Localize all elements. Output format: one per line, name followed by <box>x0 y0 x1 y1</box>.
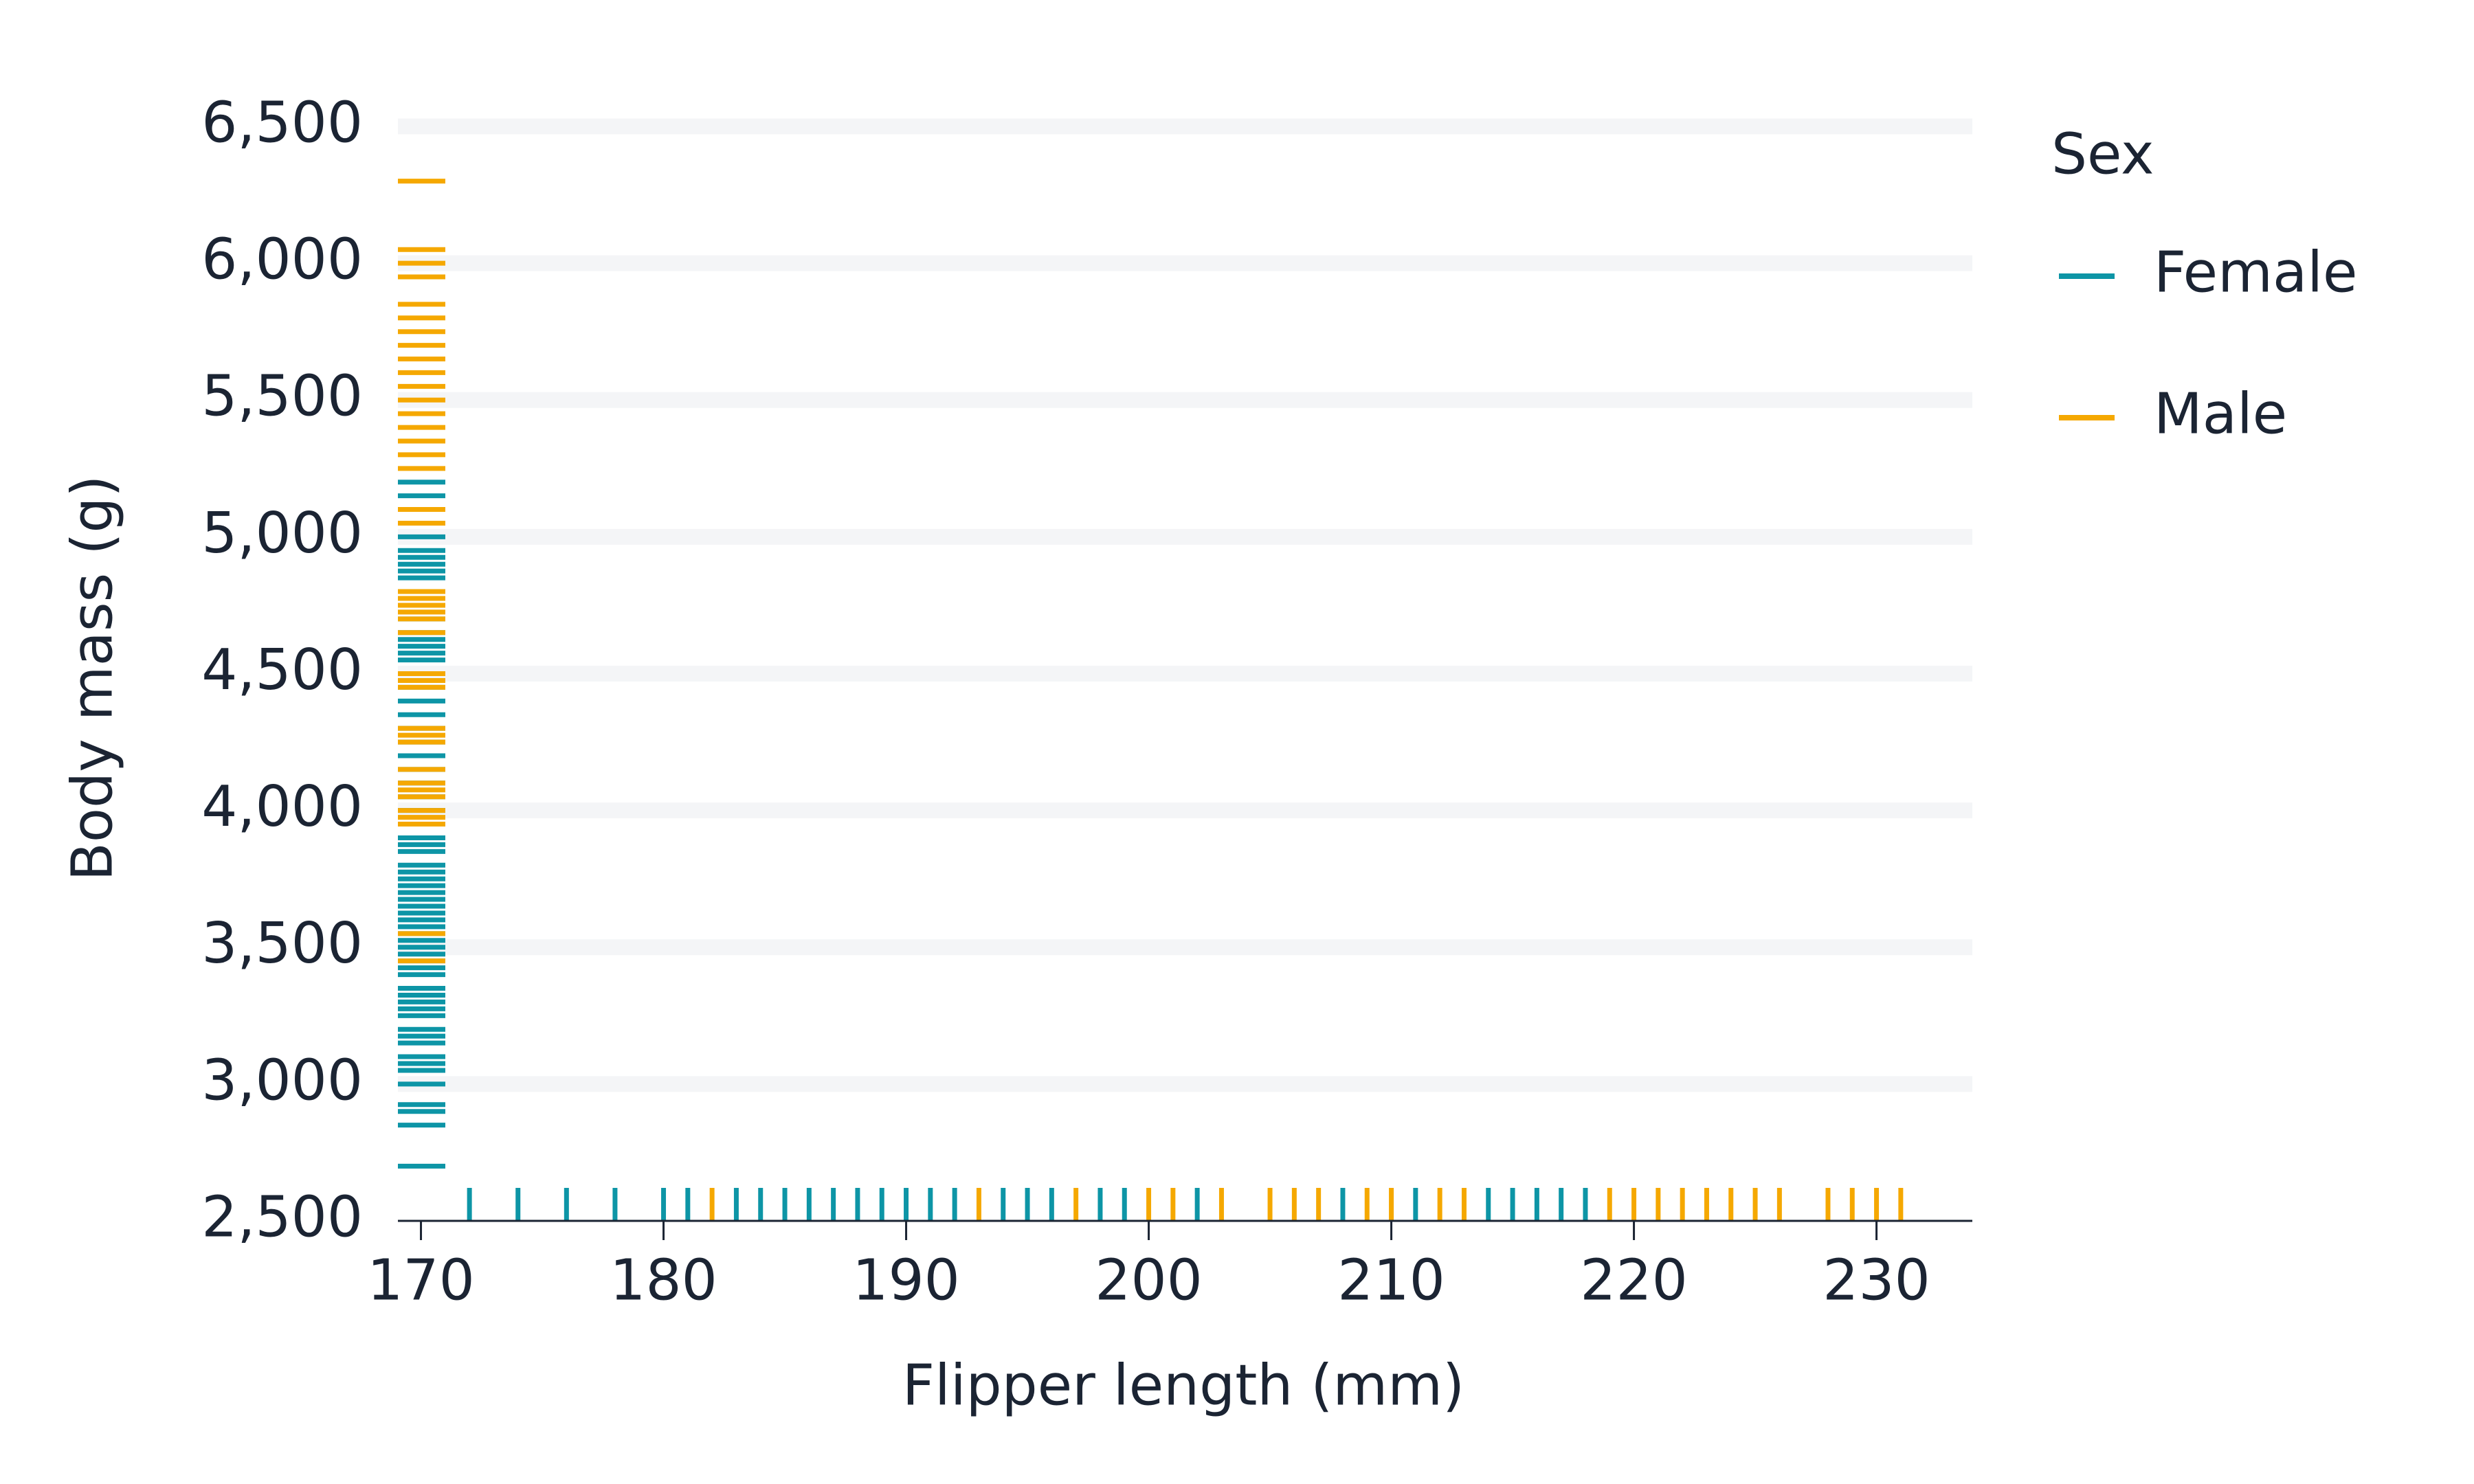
legend-title: Sex <box>2051 122 2154 187</box>
x-tick-label: 210 <box>1337 1248 1445 1313</box>
y-tick-label: 2,500 <box>201 1184 363 1250</box>
legend-label: Female <box>2154 240 2358 305</box>
x-tick-label: 170 <box>367 1248 475 1313</box>
y-tick-label: 4,000 <box>201 774 363 840</box>
x-tick-label: 220 <box>1580 1248 1688 1313</box>
y-tick-label: 3,000 <box>201 1048 363 1113</box>
x-tick-label: 200 <box>1095 1248 1203 1313</box>
marks <box>398 179 1904 1221</box>
y-tick-label: 3,500 <box>201 911 363 976</box>
x-tick-label: 230 <box>1823 1248 1930 1313</box>
y-tick-label: 4,500 <box>201 638 363 703</box>
y-tick-label: 6,000 <box>201 227 363 293</box>
x-tick-label: 180 <box>610 1248 717 1313</box>
y-tick-label: 6,500 <box>201 90 363 155</box>
legend-label: Male <box>2154 381 2287 447</box>
x-tick-label: 190 <box>852 1248 960 1313</box>
y-axis-label: Body mass (g) <box>60 475 125 881</box>
y-tick-label: 5,500 <box>201 364 363 429</box>
grid <box>398 118 1972 1092</box>
x-axis-label: Flipper length (mm) <box>902 1353 1464 1418</box>
y-tick-label: 5,000 <box>201 501 363 566</box>
